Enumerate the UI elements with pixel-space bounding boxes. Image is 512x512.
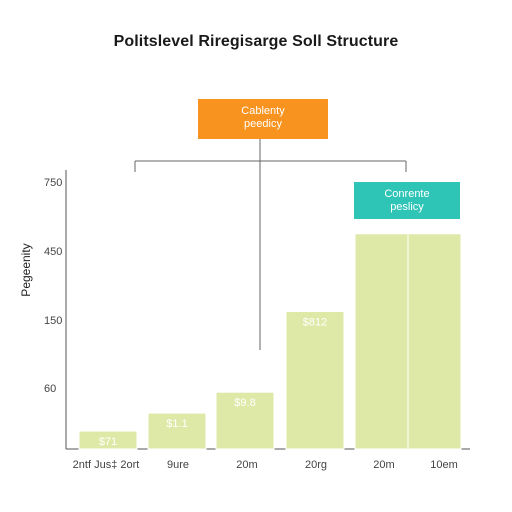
bar-value-label: $812 xyxy=(303,317,327,329)
bar-value-label: $9.8 xyxy=(234,397,255,409)
bar xyxy=(354,233,409,450)
y-tick-label: 750 xyxy=(44,177,62,189)
bar xyxy=(215,391,275,450)
y-tick-label: 150 xyxy=(44,315,62,327)
annotation-text: peslicy xyxy=(390,201,424,213)
x-tick-label: 10em xyxy=(430,459,458,471)
bar-value-label: $1.1 xyxy=(166,418,187,430)
x-tick-label: 20m xyxy=(373,459,394,471)
bar xyxy=(407,233,462,450)
bar xyxy=(78,430,138,450)
y-tick-label: 60 xyxy=(44,383,56,395)
bar xyxy=(147,412,207,450)
x-tick-label: 9ure xyxy=(167,459,189,471)
annotation-text: Conrente xyxy=(384,188,429,200)
x-tick-label: 20rg xyxy=(305,459,327,471)
bar-value-label: $71 xyxy=(99,436,117,448)
annotation-box xyxy=(354,182,460,219)
annotation-box xyxy=(198,99,328,139)
annotation-text: Cablenty xyxy=(241,105,285,117)
y-tick-label: 450 xyxy=(44,246,62,258)
y-axis-label: Pegeenity xyxy=(19,243,33,296)
annotation-text: peedicy xyxy=(244,118,282,130)
bar xyxy=(285,311,345,450)
chart-title: Politslevel Riregisarge Soll Structure xyxy=(113,33,399,50)
x-tick-label: 2ntf Jus‡ 2ort xyxy=(73,459,140,471)
x-tick-label: 20m xyxy=(236,459,257,471)
